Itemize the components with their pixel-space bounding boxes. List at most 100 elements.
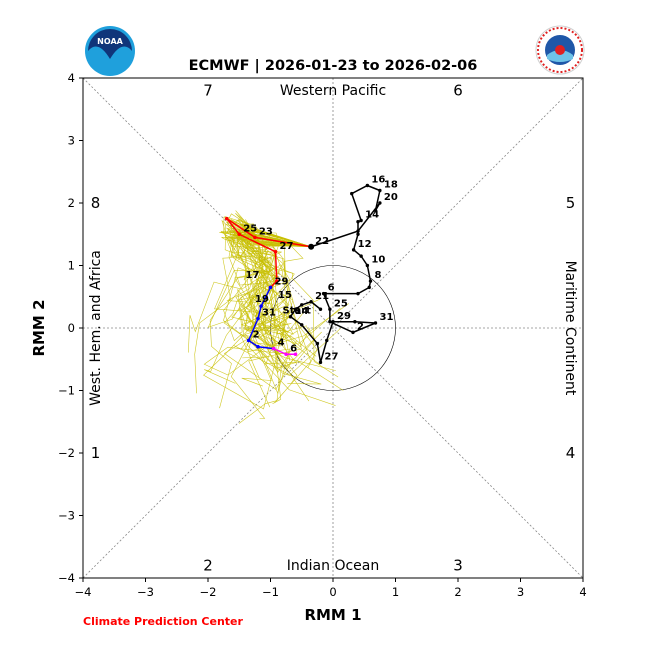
observed-point [373,208,378,213]
region-label-bottom: Indian Ocean [287,558,379,574]
forecast-segment-2-point [256,344,260,349]
start-label: Start [283,305,312,316]
forecast-segment-3-point [284,352,288,357]
ensemble-member-line [235,213,344,391]
observed-date-label: 20 [384,192,398,203]
forecast-segment-2-line [247,287,274,350]
observed-point [373,321,378,325]
observed-point [350,191,354,196]
guide-lines [83,78,583,578]
y-tick-label: 1 [68,259,75,273]
observed-line [289,184,381,363]
ensemble-member-line [236,228,317,357]
observed-point [300,303,304,307]
ensemble-members [188,210,349,424]
observed-date-label: 27 [325,351,339,362]
forecast-date-label: 15 [278,290,292,301]
forecast-date-label: 2 [253,330,260,341]
observed-point [359,254,363,258]
noaa-logo-text: NOAA [97,37,123,46]
phase-label: 7 [203,82,213,100]
ensemble-member-line [233,234,341,376]
observed-point [325,338,329,343]
ensemble-member-line [242,227,312,359]
phase-label: 8 [91,194,101,212]
y-tick-label: −1 [58,384,75,398]
observed-date-label: 31 [380,312,394,323]
forecast-date-label: 19 [255,294,269,305]
observed-date-label: 18 [384,180,398,191]
chart-title: ECMWF | 2026-01-23 to 2026-02-06 [189,58,478,74]
x-tick-label: 1 [392,585,399,599]
observed-point [356,291,360,296]
ensemble-member-line [221,219,312,339]
y-tick-label: 2 [68,196,75,210]
forecast-segment-2-point [259,304,263,308]
observed-point [359,218,363,223]
observed-point [309,300,313,304]
observed-point [378,188,382,193]
forecast-segment-3-point [271,346,276,351]
observed-point [288,315,293,319]
y-tick-label: −3 [58,509,75,523]
x-tick-label: 2 [454,585,461,599]
observed-point [315,341,320,346]
noaa-logo: NOAA [85,26,135,76]
observed-date-label: 29 [337,311,351,322]
observed-point [300,323,304,327]
observed-point [328,320,332,324]
forecast-date-label: 29 [275,276,289,287]
forecast-date-label: 4 [278,338,285,349]
observed-date-label: 8 [375,270,382,281]
ensemble-member-line [242,230,318,368]
observed-point [331,320,335,324]
ensemble-member-line [194,231,312,394]
phase-label: 2 [203,557,213,575]
observed-date-label: 14 [365,210,379,221]
observed-point [318,307,323,311]
observed-point [368,279,373,283]
forecast-segment-1-point [237,232,242,237]
observed-point [365,183,370,188]
x-tick-label: 0 [329,585,336,599]
observed-date-label: 21 [315,291,329,302]
y-tick-label: −2 [58,446,75,460]
forecast-start-marker [308,243,315,250]
forecast-segment-1-point [253,235,257,240]
phase-label: 5 [566,194,576,212]
phase-label: 6 [453,82,463,100]
observed-date-label: 16 [371,175,385,186]
observed-point [356,220,360,224]
observed-point [378,201,382,205]
x-tick-label: −4 [75,585,92,599]
y-tick-label: 0 [68,321,75,335]
observed-date-label: 6 [328,283,335,294]
y-axis-label: RMM 2 [30,299,48,356]
observed-point [328,307,332,311]
ensemble-member-line [203,229,312,410]
observed-point [356,229,360,233]
observed-date-label: 10 [371,255,385,266]
y-tick-label: 3 [68,134,75,148]
observed-point [351,330,355,335]
forecast-segment-1-point [224,216,229,221]
forecast-segment-2-series: 312 4 [246,285,285,351]
ensemble-member-line [224,216,312,335]
observed-point [293,307,298,311]
observed-date-label: 14 [295,306,309,317]
region-label-left: West. Hem. and Africa [88,250,104,406]
forecast-segment-2-point [268,285,273,290]
x-tick-label: −2 [200,585,217,599]
nws-logo [535,25,585,75]
x-tick-label: 3 [517,585,524,599]
observed-date-label: 22 [315,236,329,247]
y-tick-label: 4 [68,71,75,85]
observed-point [321,291,326,296]
ensemble-member-line [234,231,312,365]
x-tick-label: −1 [262,585,279,599]
forecast-segment-2-point [256,316,260,321]
forecast-segment-1-point [274,279,279,283]
observed-point [356,232,360,236]
